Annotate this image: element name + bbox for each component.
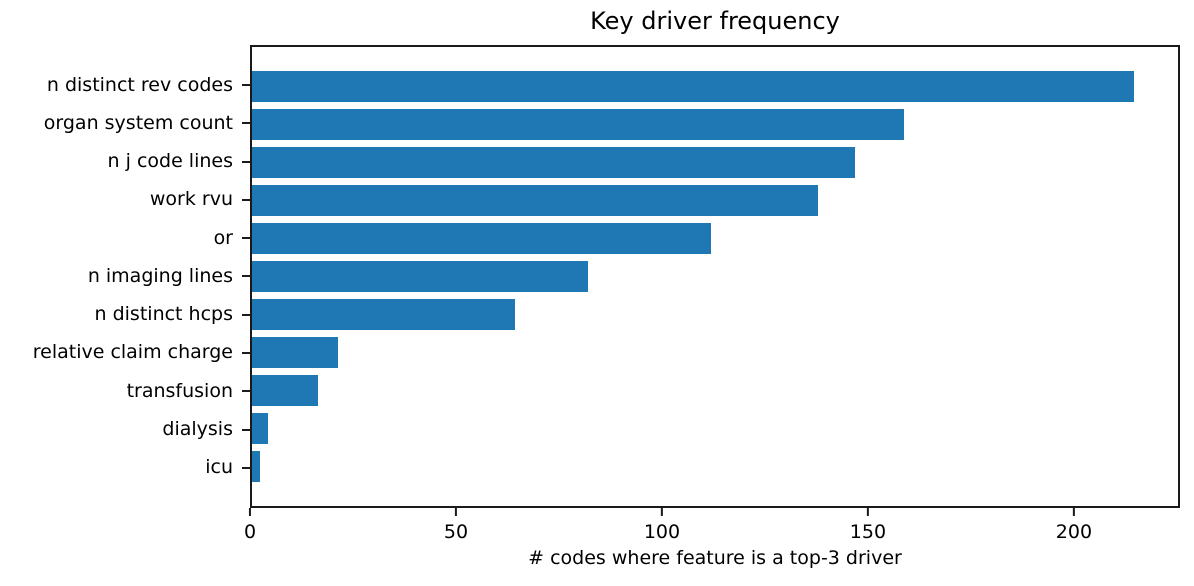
x-tick-label: 0 [243, 521, 257, 543]
x-tick-mark [454, 508, 457, 516]
bar [252, 450, 261, 482]
y-axis-label: relative claim charge [32, 341, 233, 364]
y-tick-mark [242, 313, 250, 316]
y-tick-mark [242, 275, 250, 278]
bar-row [252, 371, 1178, 409]
y-tick-mark [242, 351, 250, 354]
y-axis-label: dialysis [162, 418, 233, 441]
bar-rows [252, 47, 1178, 506]
bar [252, 109, 905, 141]
bar-row [252, 182, 1178, 220]
y-tick-mark [242, 428, 250, 431]
x-tick-label: 100 [643, 521, 681, 543]
bar-row [252, 258, 1178, 296]
bar-row [252, 333, 1178, 371]
y-axis-label: n imaging lines [87, 264, 233, 287]
chart-title: Key driver frequency [590, 7, 840, 35]
x-tick: 100 [644, 508, 680, 543]
bar-row [252, 220, 1178, 258]
bar [252, 298, 515, 330]
y-axis-label: n distinct rev codes [46, 73, 233, 96]
bar [252, 412, 269, 444]
y-label-row: relative claim charge [0, 334, 250, 372]
y-axis-label: n j code lines [107, 150, 233, 173]
y-label-row: n distinct rev codes [0, 66, 250, 104]
x-axis-label: # codes where feature is a top-3 driver [528, 547, 902, 569]
y-axis-label: organ system count [43, 111, 233, 134]
bar [252, 185, 819, 217]
y-label-row: n distinct hcps [0, 296, 250, 334]
y-tick-mark [242, 198, 250, 201]
bar-row [252, 106, 1178, 144]
x-tick: 50 [444, 508, 468, 543]
y-label-row: organ system count [0, 104, 250, 142]
bar-row [252, 409, 1178, 447]
x-tick-mark [249, 508, 251, 516]
y-axis-label: transfusion [126, 379, 233, 402]
y-tick-mark [242, 237, 250, 240]
y-tick-mark [242, 390, 250, 393]
y-axis-label: or [213, 226, 233, 249]
bar [252, 223, 712, 255]
y-tick-mark [242, 84, 250, 87]
y-label-row: work rvu [0, 181, 250, 219]
bar [252, 336, 339, 368]
bar [252, 260, 589, 292]
x-tick: 150 [850, 508, 886, 543]
x-tick-mark [660, 508, 663, 516]
bar-row [252, 68, 1178, 106]
bar [252, 147, 855, 179]
x-tick-label: 50 [443, 521, 469, 543]
bar [252, 374, 318, 406]
y-axis-labels: n distinct rev codes organ system count n … [0, 45, 250, 508]
y-label-row: n j code lines [0, 143, 250, 181]
plot-area [250, 45, 1180, 508]
y-label-row: n imaging lines [0, 257, 250, 295]
y-label-row: transfusion [0, 372, 250, 410]
y-label-row: icu [0, 449, 250, 487]
bar-row [252, 447, 1178, 485]
y-label-row: dialysis [0, 410, 250, 448]
y-label-row: or [0, 219, 250, 257]
y-tick-mark [242, 160, 250, 163]
x-tick-mark [866, 508, 869, 516]
y-axis-label: n distinct hcps [94, 303, 233, 326]
x-tick-label: 200 [1055, 521, 1093, 543]
bar [252, 71, 1134, 103]
y-tick-mark [242, 466, 250, 469]
bar-row [252, 144, 1178, 182]
x-tick-mark [1072, 508, 1075, 516]
y-axis-label: icu [205, 456, 233, 479]
bar-row [252, 295, 1178, 333]
y-tick-mark [242, 122, 250, 125]
x-tick: 0 [244, 508, 256, 543]
x-tick-label: 150 [849, 521, 887, 543]
y-axis-label: work rvu [149, 188, 233, 211]
x-axis-ticks: 0 50 100 150 200 [244, 508, 1180, 548]
x-tick: 200 [1056, 508, 1092, 543]
